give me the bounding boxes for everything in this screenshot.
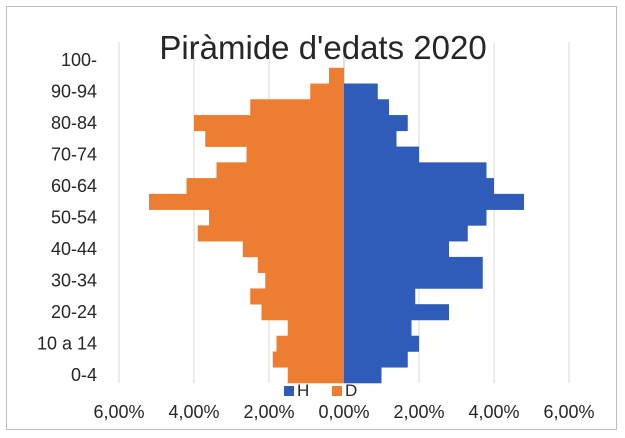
bar-h-75-79: [344, 130, 397, 147]
bar-h-80-84: [344, 115, 408, 132]
bar-h-20-24: [344, 304, 449, 321]
bar-h-15-19: [344, 319, 412, 337]
bar-h-30-34: [344, 272, 483, 289]
bar-d-30-34: [265, 272, 344, 289]
bar-d-40-44: [242, 241, 344, 258]
bar-h-0-4: [344, 367, 382, 384]
bar-h-70-74: [344, 146, 419, 163]
x-tick-label: 4,00%: [468, 402, 519, 422]
bar-h-85-89: [344, 99, 389, 116]
bar-d-60-64: [186, 178, 344, 195]
x-tick-label: 2,00%: [243, 402, 294, 422]
y-tick-label: 30-34: [51, 271, 97, 291]
bar-h-25-29: [344, 288, 416, 305]
bar-d-80-84: [194, 115, 344, 132]
bar-d-20-24: [261, 304, 344, 321]
bar-d-10-a-14: [276, 335, 344, 352]
bar-h-65-69: [344, 162, 487, 179]
x-tick-label: 0,00%: [318, 402, 369, 422]
legend-swatch-d: [332, 386, 342, 396]
bar-h-35-39: [344, 256, 483, 273]
bar-d-5-9: [272, 351, 344, 368]
chart-frame: 0-4 10 a 14 20-24 30-34 40-44 50-54 60-64 70-74…: [6, 6, 617, 430]
bar-h-5-9: [344, 351, 408, 368]
y-tick-label: 40-44: [51, 239, 97, 259]
bar-d-35-39: [257, 256, 344, 273]
y-tick-label: 50-54: [51, 208, 97, 228]
x-axis-tick-labels: 6,00% 4,00% 2,00% 0,00% 2,00% 4,00% 6,00%: [93, 402, 594, 422]
legend-swatch-h: [284, 386, 294, 396]
legend-label-h: H: [297, 381, 309, 400]
bar-d-70-74: [246, 146, 344, 163]
y-tick-label: 10 a 14: [37, 334, 97, 354]
bar-d-15-19: [287, 319, 344, 337]
y-tick-label: 20-24: [51, 302, 97, 322]
bar-d-50-54: [209, 209, 344, 226]
legend: H D: [284, 381, 357, 400]
y-tick-label: 90-94: [51, 81, 97, 101]
bar-h-40-44: [344, 241, 449, 258]
bar-h-55-59: [344, 193, 524, 210]
bar-d-45-49: [197, 225, 344, 242]
y-tick-label: 60-64: [51, 176, 97, 196]
bar-h-45-49: [344, 225, 468, 242]
bar-h-10-a-14: [344, 335, 419, 352]
chart-title: Piràmide d'edats 2020: [159, 29, 486, 66]
bar-d-90-94: [310, 83, 344, 100]
y-tick-label: 80-84: [51, 113, 97, 133]
bar-d-95-99: [329, 67, 344, 84]
legend-label-d: D: [345, 381, 357, 400]
bar-h-50-54: [344, 209, 487, 226]
bar-d-25-29: [250, 288, 344, 305]
y-tick-label: 0-4: [71, 365, 97, 385]
x-tick-label: 2,00%: [393, 402, 444, 422]
bar-h-90-94: [344, 83, 378, 100]
bar-d-75-79: [205, 130, 344, 147]
bar-d-85-89: [250, 99, 344, 116]
y-tick-label: 70-74: [51, 144, 97, 164]
x-tick-label: 6,00%: [93, 402, 144, 422]
bar-d-65-69: [216, 162, 344, 179]
y-axis-tick-labels: 0-4 10 a 14 20-24 30-34 40-44 50-54 60-64 70-74…: [37, 50, 97, 385]
bar-d-55-59: [149, 193, 344, 210]
bars: [149, 67, 524, 384]
bar-h-60-64: [344, 178, 494, 195]
x-tick-label: 6,00%: [543, 402, 594, 422]
population-pyramid-chart: 0-4 10 a 14 20-24 30-34 40-44 50-54 60-64 70-74…: [37, 29, 595, 422]
y-tick-label: 100-: [61, 50, 97, 70]
bar-d-0-4: [287, 367, 344, 384]
x-tick-label: 4,00%: [168, 402, 219, 422]
